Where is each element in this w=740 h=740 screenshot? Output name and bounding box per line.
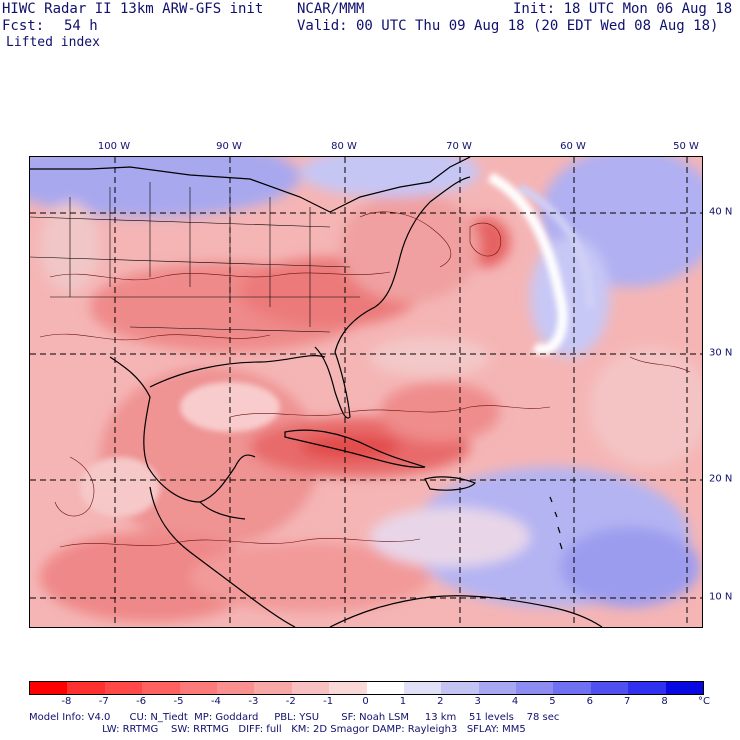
colorbar-tick-label: -7 — [98, 696, 109, 707]
lon-label-80w: 80 W — [331, 141, 357, 152]
organization: NCAR/MMM — [297, 1, 365, 17]
colorbar-swatch — [590, 682, 629, 694]
colorbar-swatch — [104, 682, 143, 694]
colorbar — [29, 681, 704, 695]
colorbar-tick-label: 1 — [399, 696, 407, 707]
colorbar-tick-label: -2 — [285, 696, 296, 707]
colorbar-tick-label: 7 — [624, 696, 631, 707]
field-name: Lifted index — [6, 35, 100, 50]
colorbar-swatch — [516, 682, 554, 694]
colorbar-tick-label: -4 — [210, 696, 221, 707]
colorbar-tick-label: -6 — [136, 696, 147, 707]
colorbar-swatch — [142, 682, 180, 694]
forecast-label: Fcst: — [2, 18, 45, 34]
lat-label-40n: 40 N — [709, 206, 733, 218]
lon-label-60w: 60 W — [560, 141, 586, 152]
colorbar-swatch — [553, 682, 591, 694]
colorbar-tick-label: 8 — [661, 696, 668, 707]
colorbar-tick-label: 4 — [511, 696, 519, 707]
colorbar-swatch — [216, 682, 255, 694]
colorbar-swatch — [179, 682, 217, 694]
lifted-index-map — [29, 156, 703, 628]
forecast-hour: 54 h — [64, 18, 98, 34]
colorbar-tick-label: -8 — [61, 696, 72, 707]
lon-label-50w: 50 W — [673, 141, 699, 152]
model-info-line2: LW: RRTMG SW: RRTMG DIFF: full KM: 2D Sm… — [29, 724, 526, 735]
state-borders — [30, 182, 360, 333]
colorbar-swatch — [329, 682, 367, 694]
colorbar-swatch — [254, 682, 292, 694]
map-canvas — [30, 157, 702, 627]
coastlines — [30, 157, 603, 627]
graticule — [30, 157, 702, 627]
colorbar-tick-label: 0 — [362, 696, 369, 707]
colorbar-swatch — [67, 682, 105, 694]
lon-label-70w: 70 W — [446, 141, 472, 152]
colorbar-swatch — [441, 682, 479, 694]
model-info-line1: Model Info: V4.0 CU: N_Tiedt MP: Goddard… — [29, 712, 560, 723]
colorbar-tick-label: 5 — [549, 696, 556, 707]
colorbar-tick-label: 6 — [586, 696, 594, 707]
init-time: Init: 18 UTC Mon 06 Aug 18 — [513, 1, 733, 17]
colorbar-swatch — [30, 682, 68, 694]
model-title: HIWC Radar II 13km ARW-GFS init — [2, 1, 264, 17]
lon-label-100w: 100 W — [97, 141, 131, 152]
lat-label-30n: 30 N — [709, 347, 733, 359]
colorbar-swatch — [478, 682, 517, 694]
colorbar-unit: °C — [698, 696, 710, 707]
colorbar-tick-label: 2 — [437, 696, 444, 707]
lat-label-20n: 20 N — [709, 473, 733, 485]
colorbar-tick-label: 3 — [474, 696, 481, 707]
lat-label-10n: 10 N — [709, 591, 733, 603]
colorbar-swatch — [628, 682, 666, 694]
colorbar-swatch — [291, 682, 330, 694]
colorbar-tick-label: -1 — [323, 696, 334, 707]
valid-time: Valid: 00 UTC Thu 09 Aug 18 (20 EDT Wed … — [297, 18, 719, 34]
colorbar-tick-label: -5 — [173, 696, 184, 707]
colorbar-swatch — [403, 682, 442, 694]
colorbar-tick-label: -3 — [248, 696, 259, 707]
lon-label-90w: 90 W — [216, 141, 242, 152]
colorbar-swatch — [366, 682, 404, 694]
contours — [39, 211, 691, 548]
colorbar-swatch — [665, 682, 704, 694]
